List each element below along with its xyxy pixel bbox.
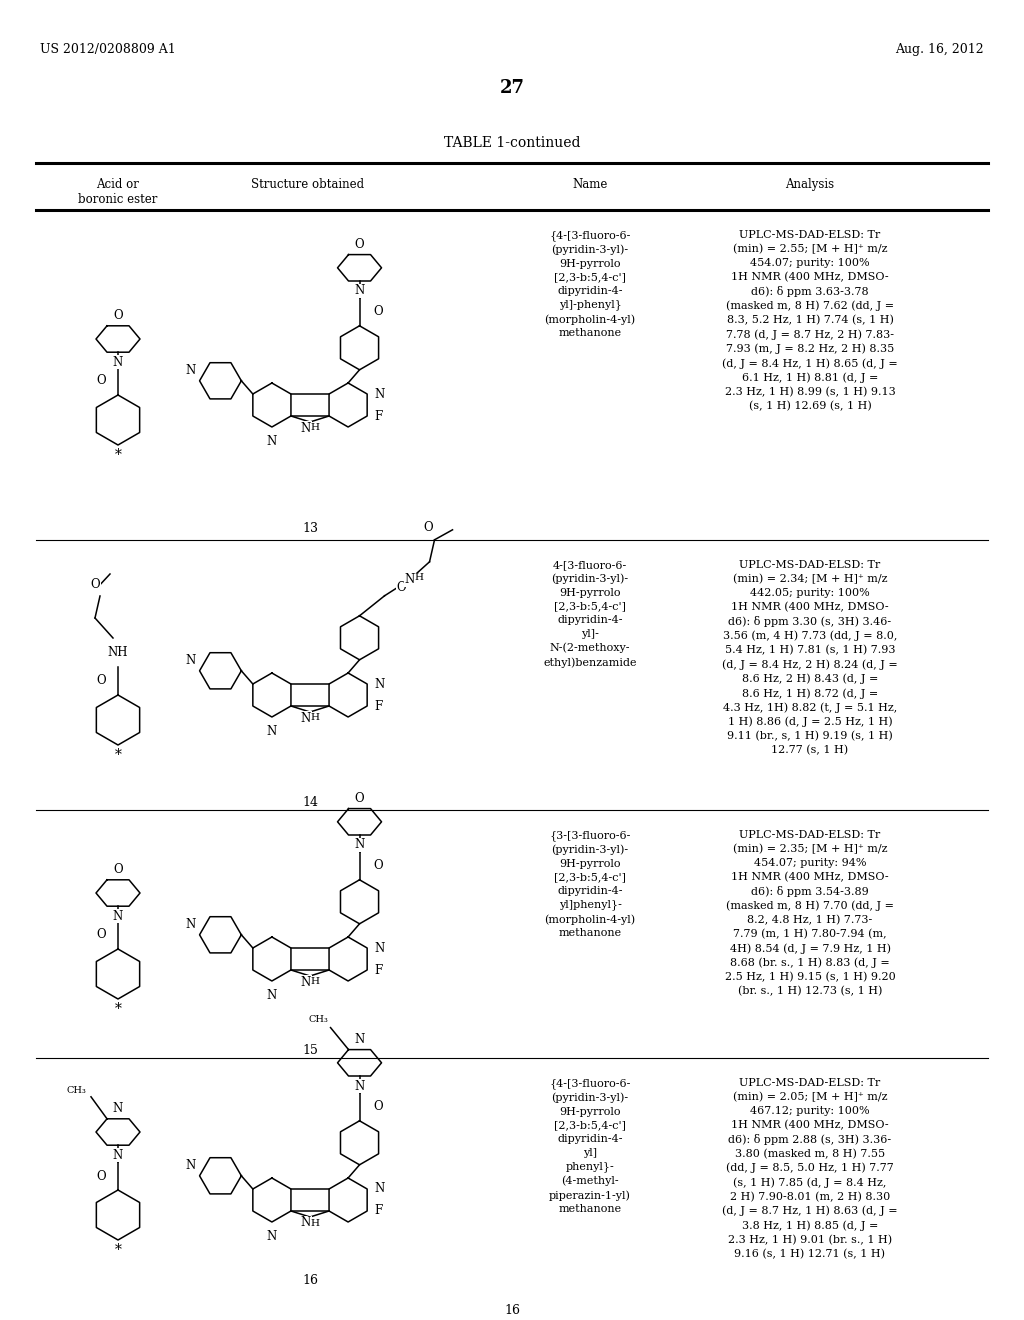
Text: F: F — [374, 1204, 382, 1217]
Text: O: O — [96, 675, 105, 688]
Text: O: O — [396, 581, 407, 594]
Text: *: * — [115, 447, 122, 462]
Text: UPLC-MS-DAD-ELSD: Tr
(min) = 2.35; [M + H]⁺ m/z
454.07; purity: 94%
1H NMR (400 : UPLC-MS-DAD-ELSD: Tr (min) = 2.35; [M + … — [725, 830, 895, 997]
Text: N: N — [185, 653, 196, 667]
Text: O: O — [374, 1101, 383, 1113]
Text: 16: 16 — [504, 1304, 520, 1316]
Text: 13: 13 — [302, 521, 318, 535]
Text: N: N — [354, 838, 365, 851]
Text: N: N — [301, 711, 311, 725]
Text: UPLC-MS-DAD-ELSD: Tr
(min) = 2.34; [M + H]⁺ m/z
442.05; purity: 100%
1H NMR (400: UPLC-MS-DAD-ELSD: Tr (min) = 2.34; [M + … — [722, 560, 898, 755]
Text: Analysis: Analysis — [785, 178, 835, 191]
Text: UPLC-MS-DAD-ELSD: Tr
(min) = 2.05; [M + H]⁺ m/z
467.12; purity: 100%
1H NMR (400: UPLC-MS-DAD-ELSD: Tr (min) = 2.05; [M + … — [722, 1078, 898, 1259]
Text: Aug. 16, 2012: Aug. 16, 2012 — [895, 44, 984, 57]
Text: N: N — [354, 285, 365, 297]
Text: N: N — [354, 1080, 365, 1093]
Text: N: N — [267, 989, 278, 1002]
Text: F: F — [374, 700, 382, 713]
Text: F: F — [374, 409, 382, 422]
Text: N: N — [374, 1183, 384, 1196]
Text: N: N — [113, 1148, 123, 1162]
Text: 14: 14 — [302, 796, 318, 809]
Text: CH₃: CH₃ — [308, 1015, 329, 1024]
Text: Name: Name — [572, 178, 607, 191]
Text: O: O — [374, 859, 383, 873]
Text: *: * — [115, 1002, 122, 1016]
Text: O: O — [424, 521, 433, 535]
Text: {4-[3-fluoro-6-
(pyridin-3-yl)-
9H-pyrrolo
[2,3-b:5,4-c']
dipyridin-4-
yl]-pheny: {4-[3-fluoro-6- (pyridin-3-yl)- 9H-pyrro… — [545, 230, 636, 338]
Text: N: N — [354, 1034, 365, 1045]
Text: H: H — [310, 714, 319, 722]
Text: {3-[3-fluoro-6-
(pyridin-3-yl)-
9H-pyrrolo
[2,3-b:5,4-c']
dipyridin-4-
yl]phenyl: {3-[3-fluoro-6- (pyridin-3-yl)- 9H-pyrro… — [545, 830, 636, 939]
Text: O: O — [354, 238, 365, 251]
Text: Acid or
boronic ester: Acid or boronic ester — [78, 178, 158, 206]
Text: N: N — [301, 975, 311, 989]
Text: O: O — [96, 375, 105, 388]
Text: 4-[3-fluoro-6-
(pyridin-3-yl)-
9H-pyrrolo
[2,3-b:5,4-c']
dipyridin-4-
yl]-
N-(2-: 4-[3-fluoro-6- (pyridin-3-yl)- 9H-pyrrol… — [544, 560, 637, 668]
Text: {4-[3-fluoro-6-
(pyridin-3-yl)-
9H-pyrrolo
[2,3-b:5,4-c']
dipyridin-4-
yl]
pheny: {4-[3-fluoro-6- (pyridin-3-yl)- 9H-pyrro… — [549, 1078, 631, 1214]
Text: H: H — [310, 1218, 319, 1228]
Text: N: N — [404, 573, 415, 586]
Text: N: N — [267, 1230, 278, 1243]
Text: 27: 27 — [500, 79, 524, 96]
Text: UPLC-MS-DAD-ELSD: Tr
(min) = 2.55; [M + H]⁺ m/z
454.07; purity: 100%
1H NMR (400: UPLC-MS-DAD-ELSD: Tr (min) = 2.55; [M + … — [722, 230, 898, 412]
Text: O: O — [114, 309, 123, 322]
Text: CH₃: CH₃ — [67, 1086, 86, 1096]
Text: N: N — [185, 364, 196, 376]
Text: N: N — [374, 388, 384, 400]
Text: H: H — [310, 424, 319, 433]
Text: F: F — [374, 964, 382, 977]
Text: H: H — [415, 573, 424, 582]
Text: Structure obtained: Structure obtained — [252, 178, 365, 191]
Text: H: H — [310, 978, 319, 986]
Text: US 2012/0208809 A1: US 2012/0208809 A1 — [40, 44, 176, 57]
Text: O: O — [114, 863, 123, 876]
Text: O: O — [90, 578, 99, 590]
Text: 15: 15 — [302, 1044, 317, 1056]
Text: N: N — [113, 909, 123, 923]
Text: N: N — [374, 677, 384, 690]
Text: O: O — [374, 305, 383, 318]
Text: N: N — [113, 355, 123, 368]
Text: NH: NH — [108, 647, 128, 660]
Text: TABLE 1-continued: TABLE 1-continued — [443, 136, 581, 150]
Text: N: N — [301, 421, 311, 434]
Text: N: N — [267, 436, 278, 447]
Text: O: O — [96, 1170, 105, 1183]
Text: 16: 16 — [302, 1274, 318, 1287]
Text: N: N — [185, 917, 196, 931]
Text: N: N — [113, 1102, 123, 1115]
Text: N: N — [267, 725, 278, 738]
Text: O: O — [96, 928, 105, 941]
Text: O: O — [354, 792, 365, 805]
Text: *: * — [115, 748, 122, 762]
Text: N: N — [301, 1217, 311, 1229]
Text: N: N — [185, 1159, 196, 1172]
Text: N: N — [374, 941, 384, 954]
Text: *: * — [115, 1243, 122, 1257]
